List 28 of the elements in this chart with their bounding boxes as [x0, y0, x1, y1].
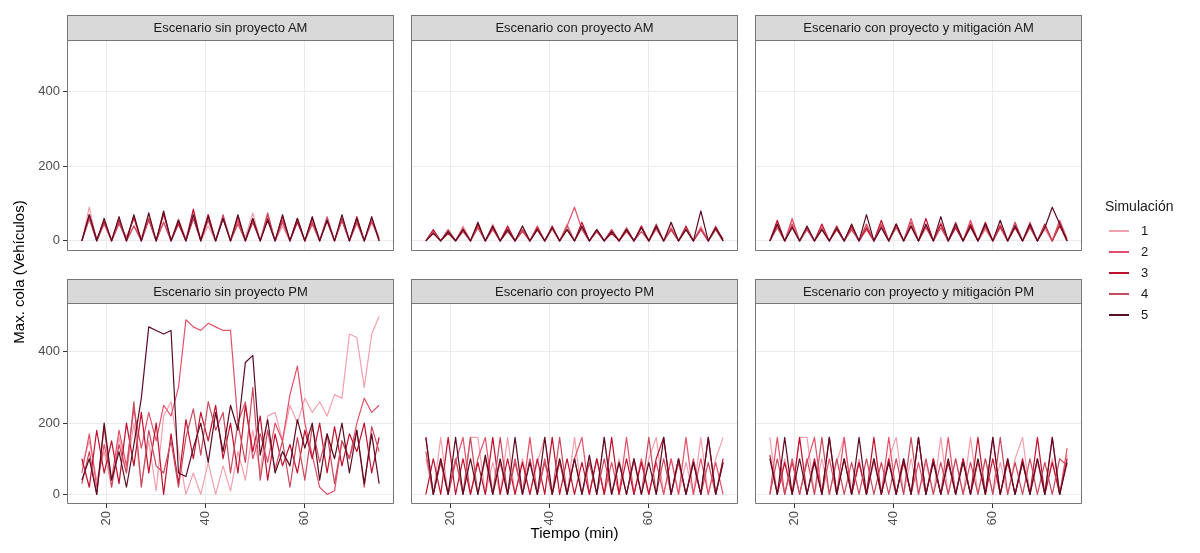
- x-tick-label: 60: [296, 511, 312, 526]
- x-tick-label: 40: [541, 511, 557, 526]
- chart-title: Escenario sin proyecto AM: [67, 15, 394, 41]
- x-tick-label: 60: [640, 511, 656, 526]
- x-tick-label: 20: [442, 511, 458, 526]
- chart-title: Escenario con proyecto AM: [411, 15, 738, 41]
- legend-label: 4: [1141, 286, 1149, 301]
- legend-label: 5: [1141, 307, 1149, 322]
- y-tick-label: 0: [52, 485, 60, 501]
- x-tick-label: 40: [197, 511, 213, 526]
- chart-title: Escenario con proyecto y mitigación PM: [755, 279, 1082, 304]
- y-tick-label: 200: [38, 157, 60, 173]
- y-axis-title: Max. cola (Vehículos): [9, 200, 27, 344]
- y-tick-label: 400: [38, 343, 60, 359]
- x-tick-label: 40: [885, 511, 901, 526]
- chart-title: Escenario sin proyecto PM: [67, 279, 394, 304]
- y-tick-label: 200: [38, 414, 60, 430]
- y-tick-label: 400: [38, 82, 60, 98]
- legend-label: 3: [1141, 265, 1149, 280]
- x-tick-label: 60: [984, 511, 1000, 526]
- legend-label: 1: [1141, 223, 1149, 238]
- chart-title: Escenario con proyecto y mitigación AM: [755, 15, 1082, 41]
- legend-title: Simulación: [1105, 198, 1174, 214]
- chart-title: Escenario con proyecto PM: [411, 279, 738, 304]
- legend-label: 2: [1141, 244, 1149, 259]
- x-tick-label: 20: [786, 511, 802, 526]
- x-tick-label: 20: [98, 511, 114, 526]
- y-tick-label: 0: [52, 232, 60, 248]
